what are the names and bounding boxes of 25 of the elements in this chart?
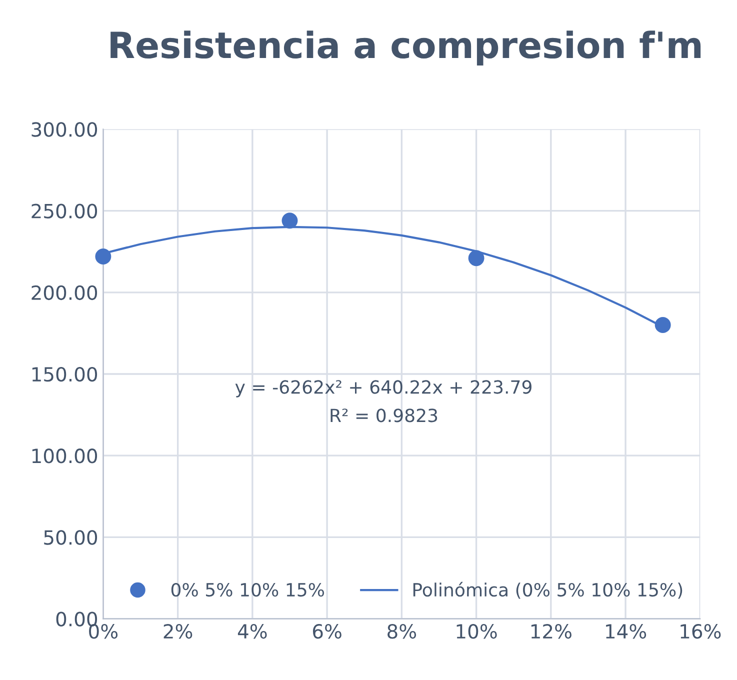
x-tick-label: 16% [680,624,721,639]
point [282,212,298,229]
y-tick-label: 0.00 [56,612,98,626]
point [468,250,484,266]
y-tick-label: 100.00 [32,448,98,464]
x-tick-label: 10% [456,624,497,639]
x-tick-label: 2% [164,624,192,639]
annotation: R² = 0.9823 [330,408,438,422]
y-tick-label: 50.00 [44,530,98,545]
y-tick-label: 300.00 [32,122,98,137]
legend-label: 0% 5% 10% 15% [171,582,324,597]
x-tick-label: 12% [531,624,572,639]
y-tick-label: 200.00 [32,285,98,300]
point [654,317,671,334]
legend-label: Polinómica (0% 5% 10% 15%) [413,582,682,599]
annotation: y = -6262x² + 640.22x + 223.79 [235,380,532,398]
y-tick-label: 150.00 [32,366,98,382]
x-tick-label: 0% [89,624,118,639]
y-tick-label: 250.00 [32,204,98,218]
x-tick-label: 14% [606,624,646,639]
chart-title: Resistencia a compresion f'm [110,30,701,66]
x-tick-label: 4% [238,624,267,639]
x-tick-label: 6% [312,624,342,639]
x-tick-label: 8% [388,624,416,639]
point [95,248,112,264]
